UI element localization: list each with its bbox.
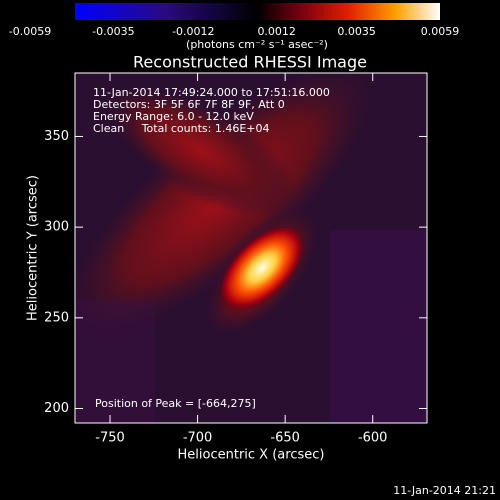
annotations: 11-Jan-2014 17:49:24.000 to 17:51:16.000… bbox=[93, 86, 330, 135]
x-tick-label: -600 bbox=[358, 431, 388, 446]
y-tick-label: 200 bbox=[44, 401, 69, 416]
y-axis-label: Heliocentric Y (arcsec) bbox=[26, 175, 41, 321]
annotation: 11-Jan-2014 17:49:24.000 to 17:51:16.000 bbox=[93, 86, 330, 99]
x-axis-label: Heliocentric X (arcsec) bbox=[178, 448, 325, 463]
x-tick-label: -700 bbox=[183, 431, 213, 446]
peak-label: Position of Peak = [-664,275] bbox=[95, 397, 256, 410]
y-tick-label: 350 bbox=[44, 129, 69, 144]
colorbar-tick-label: -0.0012 bbox=[172, 25, 214, 38]
colorbar-label: (photons cm⁻² s⁻¹ asec⁻²) bbox=[186, 38, 328, 51]
plot-frame bbox=[74, 72, 428, 424]
x-tick-label: -750 bbox=[95, 431, 125, 446]
colorbar-tick-label: 0.0012 bbox=[257, 25, 296, 38]
colorbar-tick-label: 0.0059 bbox=[421, 25, 460, 38]
annotation: Clean Total counts: 1.46E+04 bbox=[93, 122, 270, 135]
colorbar bbox=[75, 3, 440, 20]
image bbox=[75, 73, 427, 423]
colorbar-tick-label: -0.0059 bbox=[9, 25, 51, 38]
x-tick-label: -650 bbox=[270, 431, 300, 446]
timestamp: 11-Jan-2014 21:21 bbox=[393, 484, 496, 497]
y-tick-label: 300 bbox=[44, 220, 69, 235]
colorbar-tick-label: -0.0035 bbox=[92, 25, 134, 38]
colorbar-tick-label: 0.0035 bbox=[337, 25, 376, 38]
annotation: Energy Range: 6.0 - 12.0 keV bbox=[93, 110, 254, 123]
chart-title: Reconstructed RHESSI Image bbox=[133, 53, 367, 72]
y-tick-label: 250 bbox=[44, 310, 69, 325]
annotation: Detectors: 3F 5F 6F 7F 8F 9F, Att 0 bbox=[93, 98, 285, 111]
